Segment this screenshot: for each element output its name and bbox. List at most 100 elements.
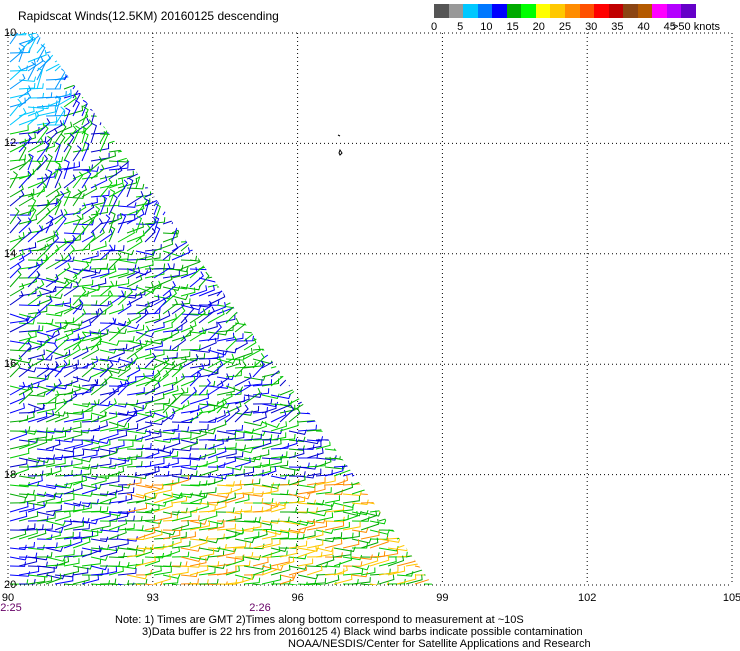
wind-barb [387,578,406,585]
wind-barb [315,426,332,433]
wind-barb [63,281,80,297]
wind-barb [27,61,37,81]
wind-barb [90,175,108,189]
wind-barb [162,288,178,306]
wind-barb [126,222,144,234]
wind-barb [198,378,211,396]
wind-barb [99,340,120,346]
wind-barb [180,371,199,378]
wind-barb [252,581,275,585]
wind-barb [171,511,192,522]
wind-barb [144,419,164,426]
wind-barb [72,428,90,434]
wind-barb [171,445,192,452]
wind-barb [63,207,81,216]
wind-barb [261,466,277,477]
wind-barb [54,328,74,342]
wind-barb [135,555,156,567]
wind-barb [54,317,75,324]
wind-barb [99,129,121,136]
wind-barb [243,420,264,427]
wind-barb [63,159,70,180]
wind-barb [225,555,245,567]
wind-barb [207,403,230,409]
wind-barb [54,549,75,558]
wind-barb [207,438,224,450]
wind-barb [261,539,281,549]
wind-barb [36,33,45,45]
wind-barb [36,534,53,540]
wind-barb [9,255,25,270]
wind-barb [243,405,260,414]
wind-barb [180,480,201,487]
wind-barb [54,47,71,63]
wind-barb [72,491,93,497]
wind-barb [171,247,191,261]
wind-barb [27,104,44,117]
wind-barb [234,456,257,463]
wind-barb [162,537,182,549]
wind-barb [99,195,107,216]
lon-tick-label: 105 [722,592,740,604]
wind-barb [387,566,406,576]
wind-barb [63,458,83,468]
wind-barb [225,292,242,306]
wind-barb [108,483,131,489]
wind-barb [180,235,201,243]
wind-barb [279,369,298,378]
wind-barb [18,473,37,479]
wind-barb [216,373,230,387]
wind-barb [189,239,207,252]
wind-barb [36,364,58,370]
wind-barb [369,486,391,495]
wind-barb [162,546,181,558]
wind-barb [171,531,187,540]
wind-barb [18,113,38,126]
wind-barb [18,437,38,450]
wind-barb [189,557,207,567]
wind-barb [180,412,199,423]
wind-barb [36,116,58,126]
wind-barb [117,284,138,291]
wind-barb [252,488,272,495]
wind-barb [279,490,298,496]
wind-barb [333,460,355,468]
wind-barb [126,209,145,225]
wind-barb [153,225,161,243]
wind-barb [162,228,180,235]
wind-barb [216,558,236,567]
wind-barb [180,324,194,342]
wind-barb [81,445,101,452]
wind-barb [198,259,214,270]
wind-barb [99,516,119,522]
wind-barb [36,513,56,522]
wind-barb [54,426,72,433]
wind-barb [180,498,203,505]
wind-barb [135,493,158,500]
wind-barb [405,541,425,549]
wind-barb [144,445,166,451]
wind-barb [153,181,164,198]
wind-barb [72,80,83,99]
lat-tick-label: 10 [4,27,17,39]
wind-barb [27,470,44,477]
wind-barb [63,412,84,423]
wind-barb [36,355,53,361]
wind-barb [279,573,297,579]
wind-barb [189,353,206,360]
wind-barb [144,280,162,297]
wind-barb [207,278,224,288]
wind-barb [288,408,301,423]
wind-barb [45,169,53,189]
wind-barb [36,207,51,225]
wind-barb [378,507,397,514]
wind-barb [396,526,413,532]
wind-barb [207,399,225,414]
wind-barb [18,503,35,513]
wind-barb [216,487,232,495]
wind-barb [198,249,214,261]
wind-barb [261,403,277,414]
wind-barb [225,541,247,549]
wind-barb [18,578,36,585]
wind-barb [18,192,34,207]
